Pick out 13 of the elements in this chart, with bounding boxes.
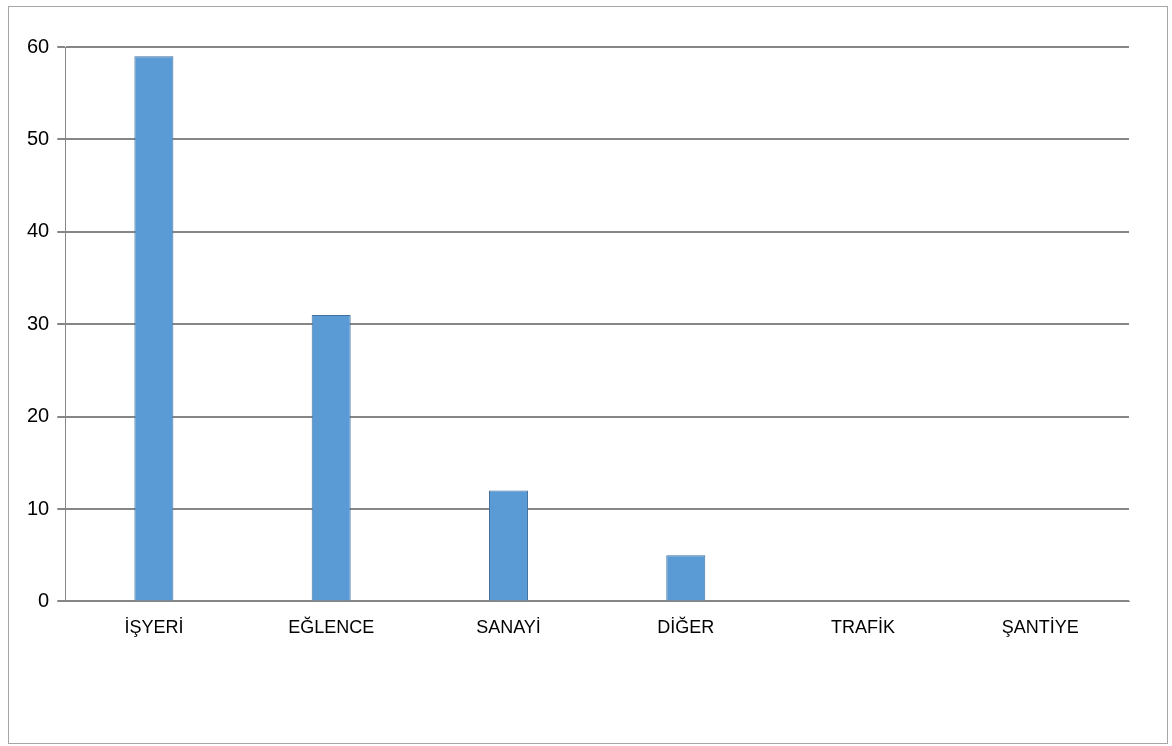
y-tick-label: 30 <box>27 311 50 334</box>
x-tick-label: SANAYİ <box>476 617 541 638</box>
x-tick-label: DİĞER <box>657 616 715 638</box>
y-tick-label: 40 <box>27 219 50 242</box>
x-tick-label: İŞYERİ <box>124 617 184 638</box>
y-tick-label: 50 <box>27 126 50 149</box>
y-tick-label: 60 <box>27 34 50 57</box>
x-tick-label: ŞANTİYE <box>1001 617 1079 638</box>
y-tick-label: 0 <box>38 588 50 611</box>
x-tick-label: TRAFİK <box>831 617 896 638</box>
x-tick-label: EĞLENCE <box>288 616 375 638</box>
y-tick-label: 10 <box>27 496 50 519</box>
y-tick-label: 20 <box>27 404 50 427</box>
